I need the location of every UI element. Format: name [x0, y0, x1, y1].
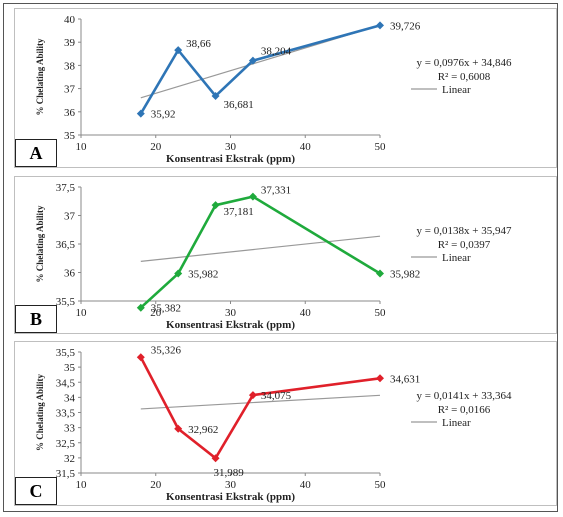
- x-tick-label: 10: [76, 141, 88, 153]
- data-label: 34,631: [390, 373, 420, 385]
- chart-panel-c: 31,5 32 32,5 33 33,5 34 34,5 35 35,5 10 20 30 40 50 Ko…: [14, 341, 557, 506]
- data-point: [174, 46, 183, 55]
- data-label: 38,66: [186, 38, 211, 50]
- x-tick-label: 10: [76, 307, 88, 319]
- trend-equation: y = 0,0141x + 33,364: [417, 390, 512, 402]
- y-axis-label: % Chelating Ability: [35, 373, 45, 451]
- data-point: [376, 21, 384, 30]
- x-tick-label: 10: [76, 479, 88, 491]
- x-tick-label: 50: [375, 479, 387, 491]
- data-point: [211, 454, 220, 463]
- y-tick-label: 37,5: [56, 182, 76, 194]
- x-axis-label: Konsentrasi Ekstrak (ppm): [166, 319, 295, 331]
- y-tick-label: 35,5: [56, 296, 76, 308]
- trend-equation: y = 0,0976x + 34,846: [417, 57, 512, 69]
- data-point: [136, 303, 145, 312]
- data-point: [376, 269, 384, 278]
- y-tick-label: 36: [64, 268, 76, 280]
- x-tick-label: 30: [225, 479, 237, 491]
- x-tick-label: 50: [375, 141, 387, 153]
- y-tick-label: 32: [64, 453, 75, 465]
- data-label: 37,181: [224, 206, 254, 218]
- y-tick-label: 37: [64, 84, 76, 96]
- panel-label-c: C: [15, 477, 57, 505]
- chart-panel-b: 35,5 36 36,5 37 37,5 10 20 30 40 50 Konsentrasi Ek…: [14, 176, 557, 334]
- y-tick-label: 40: [64, 14, 76, 26]
- data-label: 35,982: [188, 269, 218, 281]
- figure-frame: 35 36 37 38 39 40 10 20 30 40 50 Konsentrasi Ekstra…: [3, 3, 558, 512]
- data-point: [211, 201, 220, 210]
- legend-label: Linear: [442, 84, 471, 96]
- x-tick-label: 30: [225, 141, 237, 153]
- data-label: 34,075: [261, 390, 292, 402]
- x-axis-label: Konsentrasi Ekstrak (ppm): [166, 491, 295, 503]
- y-tick-label: 36,5: [56, 239, 76, 251]
- trendline: [140, 235, 381, 262]
- data-label: 35,92: [151, 109, 176, 121]
- chart-a: 35 36 37 38 39 40 10 20 30 40 50 Konsentrasi Ekstra…: [35, 14, 512, 165]
- trend-r2: R² = 0,0166: [438, 404, 491, 416]
- chart-panel-a: 35 36 37 38 39 40 10 20 30 40 50 Konsentrasi Ekstra…: [14, 8, 557, 168]
- x-tick-label: 40: [300, 307, 312, 319]
- data-point: [174, 269, 183, 278]
- chart-b: 35,5 36 36,5 37 37,5 10 20 30 40 50 Konsentrasi Ek…: [35, 182, 512, 331]
- data-label: 35,982: [390, 269, 420, 281]
- trend-r2: R² = 0,0397: [438, 239, 491, 251]
- data-label: 36,681: [224, 99, 254, 111]
- data-point: [376, 374, 384, 383]
- series-line: [139, 356, 381, 461]
- data-label: 31,989: [214, 467, 245, 479]
- y-tick-label: 35: [64, 362, 76, 374]
- x-tick-label: 20: [150, 479, 162, 491]
- y-tick-label: 39: [64, 37, 76, 49]
- y-tick-label: 34,5: [56, 377, 76, 389]
- y-tick-label: 32,5: [56, 438, 76, 450]
- data-point: [211, 92, 220, 101]
- y-axis-label: % Chelating Ability: [35, 205, 45, 283]
- data-label: 35,326: [151, 344, 182, 356]
- data-label: 32,962: [188, 424, 218, 436]
- series-line: [139, 195, 381, 309]
- y-tick-label: 33: [64, 423, 76, 435]
- data-point: [248, 56, 257, 65]
- y-tick-label: 35: [64, 130, 76, 142]
- trend-equation: y = 0,0138x + 35,947: [417, 225, 512, 237]
- y-tick-label: 34: [64, 392, 76, 404]
- y-tick-label: 33,5: [56, 408, 76, 420]
- x-axis-label: Konsentrasi Ekstrak (ppm): [166, 153, 295, 165]
- data-point: [248, 391, 257, 400]
- data-point: [136, 353, 145, 362]
- data-label: 35,382: [151, 303, 181, 315]
- y-axis-label: % Chelating Ability: [35, 38, 45, 116]
- y-tick-label: 38: [64, 60, 76, 72]
- data-point: [136, 109, 145, 118]
- data-label: 37,331: [261, 185, 291, 197]
- panel-label-a: A: [15, 139, 57, 167]
- y-tick-label: 37: [64, 211, 76, 223]
- y-tick-label: 31,5: [56, 468, 76, 480]
- x-tick-label: 20: [150, 307, 162, 319]
- x-tick-label: 40: [300, 141, 312, 153]
- x-tick-label: 30: [225, 307, 237, 319]
- x-tick-label: 50: [375, 307, 387, 319]
- trend-r2: R² = 0,6008: [438, 71, 491, 83]
- legend-label: Linear: [442, 252, 471, 264]
- x-tick-label: 20: [150, 141, 162, 153]
- chart-c: 31,5 32 32,5 33 33,5 34 34,5 35 35,5 10 20 30 40 50 Ko…: [35, 344, 512, 503]
- x-tick-label: 40: [300, 479, 312, 491]
- data-point: [248, 192, 257, 201]
- legend-label: Linear: [442, 417, 471, 429]
- panel-label-b: B: [15, 305, 57, 333]
- series-line: [139, 24, 381, 115]
- data-point: [174, 424, 183, 433]
- data-label: 38,204: [261, 46, 292, 58]
- trendline: [140, 394, 381, 410]
- data-label: 39,726: [390, 20, 421, 32]
- y-tick-label: 36: [64, 107, 76, 119]
- y-tick-label: 35,5: [56, 347, 76, 359]
